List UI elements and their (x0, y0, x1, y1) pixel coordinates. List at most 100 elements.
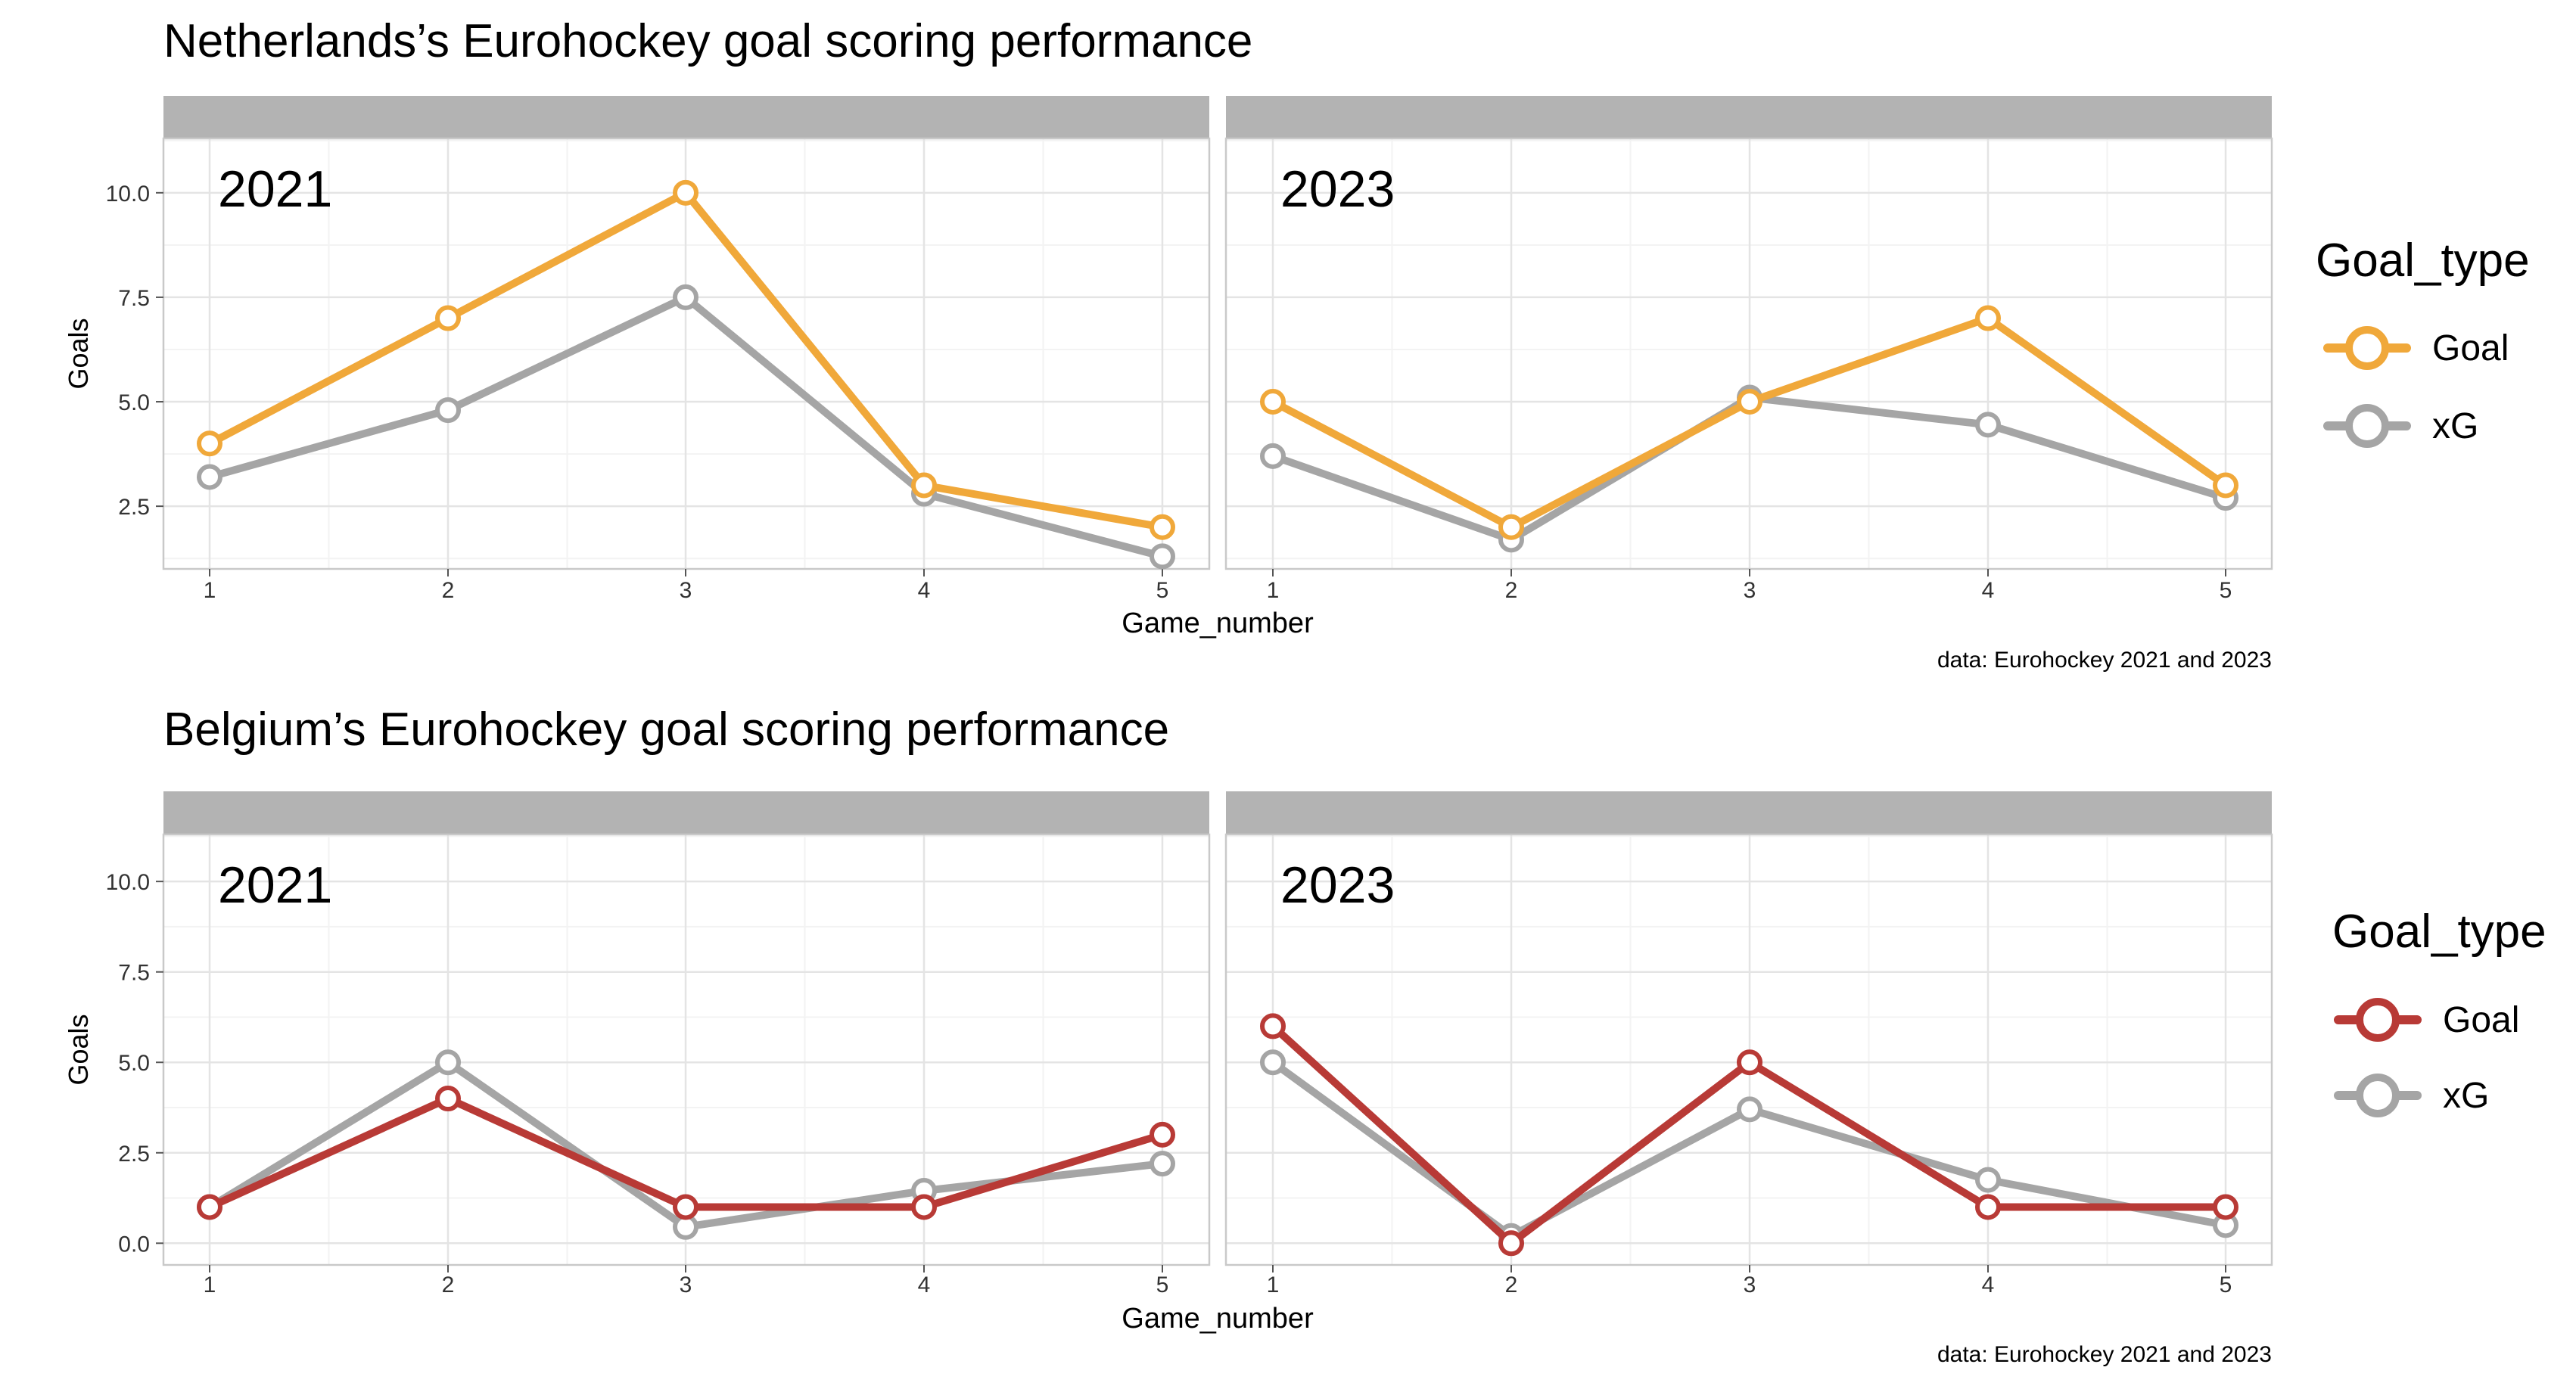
data-point-goal (1260, 1013, 1286, 1039)
x-tick-label: 5 (1156, 578, 1169, 603)
panel-label: 2021 (218, 856, 332, 914)
panel-label: 2023 (1280, 856, 1395, 914)
x-tick-label: 4 (1982, 1272, 1995, 1297)
series-goal (197, 1086, 1175, 1220)
legend-title: Goal_type (2316, 235, 2530, 287)
y-tick-label: 7.5 (118, 961, 150, 986)
facet-strip (1226, 96, 2272, 138)
x-tick-label: 3 (680, 578, 692, 603)
x-axis-label: Game_number (1122, 607, 1314, 639)
legend-item-xg: xG (2323, 404, 2478, 448)
legend-label: Goal (2432, 328, 2509, 368)
legend-key-point (2345, 326, 2389, 370)
panel-2021: 2.5 5.0 7.5 10.0 1 2 3 4 5 2021 (106, 96, 1211, 603)
data-point-goal (1150, 514, 1175, 540)
chart-title: Netherlands’s Eurohockey goal scoring pe… (163, 15, 1252, 67)
legend-key-point (2356, 1074, 2400, 1117)
facet-strip (163, 96, 1209, 138)
x-tick-label: 2 (442, 578, 455, 603)
x-tick-label: 1 (1267, 1272, 1280, 1297)
panel-label: 2021 (218, 160, 332, 218)
data-point-xg (1737, 1096, 1762, 1123)
data-point-goal (1260, 389, 1286, 415)
legend-label: xG (2432, 406, 2478, 446)
x-tick-label: 2 (1505, 578, 1518, 603)
data-point-goal (1498, 1230, 1524, 1257)
data-point-goal (2213, 472, 2238, 499)
series-goal (1260, 1013, 2238, 1257)
data-point-xg (1260, 1049, 1286, 1076)
data-point-xg (1975, 1167, 2001, 1193)
y-tick-label: 10.0 (106, 870, 150, 895)
data-point-goal (1737, 389, 1762, 415)
y-axis-label: Goals (63, 318, 94, 389)
panel-2023: 1 2 3 4 5 2023 (1224, 791, 2273, 1297)
y-tick-label: 7.5 (118, 286, 150, 311)
series-goal (1260, 305, 2238, 540)
x-tick-label: 2 (442, 1272, 455, 1297)
data-point-goal (1975, 1194, 2001, 1220)
x-tick-label: 3 (680, 1272, 692, 1297)
data-point-goal (673, 179, 698, 206)
legend: Goal_type Goal xG (2332, 906, 2546, 1117)
panel-2021: 0.0 2.5 5.0 7.5 10.0 1 2 3 4 5 2021 (106, 791, 1211, 1297)
y-tick-label: 10.0 (106, 182, 150, 207)
x-tick-label: 1 (1267, 578, 1280, 603)
data-point-goal (435, 305, 461, 331)
legend-label: Goal (2443, 1000, 2519, 1040)
x-tick-label: 5 (2220, 578, 2232, 603)
y-tick-label: 2.5 (118, 1142, 150, 1167)
data-point-goal (911, 472, 937, 499)
y-tick-label: 0.0 (118, 1232, 150, 1257)
data-point-goal (197, 430, 222, 457)
data-point-xg (197, 464, 222, 490)
x-axis-label: Game_number (1122, 1303, 1314, 1335)
panel-2023: 1 2 3 4 5 2023 (1224, 96, 2273, 603)
data-point-xg (1975, 412, 2001, 438)
data-point-goal (2213, 1194, 2238, 1220)
data-point-goal (1498, 514, 1524, 540)
legend-item-goal: Goal (2334, 998, 2519, 1042)
facet-strip (1226, 791, 2272, 834)
caption: data: Eurohockey 2021 and 2023 (1937, 648, 2272, 673)
data-point-goal (1150, 1121, 1175, 1148)
x-tick-label: 1 (204, 578, 216, 603)
facet-strip (163, 791, 1209, 834)
data-point-goal (1975, 305, 2001, 331)
series-xg (197, 284, 1175, 570)
legend-item-xg: xG (2334, 1074, 2489, 1117)
y-tick-label: 5.0 (118, 390, 150, 415)
data-point-goal (673, 1194, 698, 1220)
chart-2: Belgium’s Eurohockey goal scoring perfor… (63, 704, 2546, 1367)
caption: data: Eurohockey 2021 and 2023 (1937, 1342, 2272, 1367)
legend-label: xG (2443, 1076, 2489, 1116)
data-point-xg (435, 1049, 461, 1076)
legend-key-point (2345, 404, 2389, 448)
x-tick-label: 1 (204, 1272, 216, 1297)
chart-title: Belgium’s Eurohockey goal scoring perfor… (163, 704, 1169, 756)
x-tick-label: 3 (1744, 1272, 1756, 1297)
series-goal (197, 179, 1175, 540)
data-point-xg (1150, 1151, 1175, 1177)
data-point-goal (1737, 1049, 1762, 1076)
data-point-goal (435, 1086, 461, 1112)
x-tick-label: 5 (1156, 1272, 1169, 1297)
y-tick-label: 2.5 (118, 495, 150, 520)
data-point-xg (673, 284, 698, 310)
legend: Goal_type Goal xG (2316, 235, 2530, 448)
x-tick-label: 4 (918, 578, 931, 603)
y-tick-label: 5.0 (118, 1051, 150, 1076)
legend-key-point (2356, 998, 2400, 1042)
data-point-goal (197, 1194, 222, 1220)
x-tick-label: 2 (1505, 1272, 1518, 1297)
y-axis-label: Goals (63, 1014, 94, 1085)
data-point-xg (1150, 543, 1175, 570)
x-tick-label: 4 (1982, 578, 1995, 603)
panel-label: 2023 (1280, 160, 1395, 218)
data-point-goal (911, 1194, 937, 1220)
data-point-xg (435, 397, 461, 424)
x-tick-label: 4 (918, 1272, 931, 1297)
chart-1: Netherlands’s Eurohockey goal scoring pe… (63, 15, 2530, 673)
